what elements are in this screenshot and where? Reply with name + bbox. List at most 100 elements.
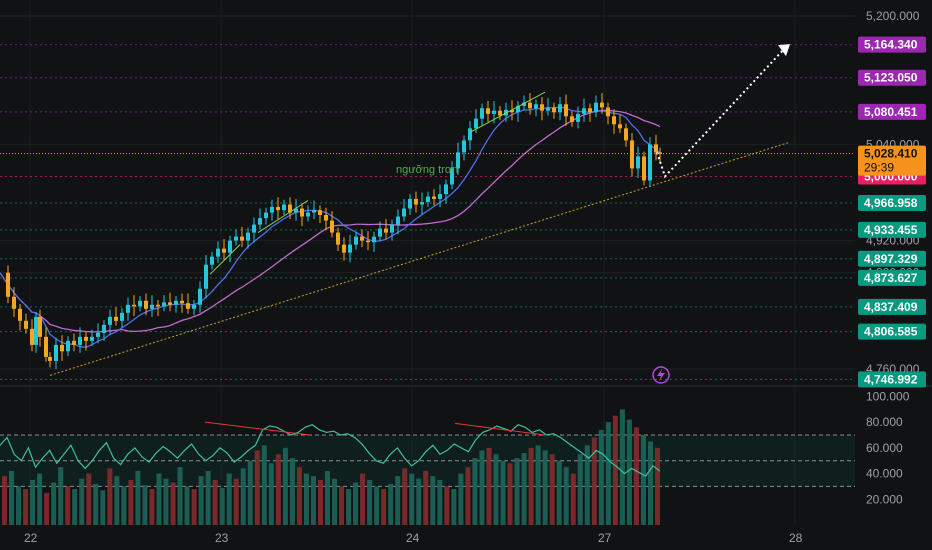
candle-body (510, 109, 514, 113)
volume-bar (514, 458, 520, 525)
support-trendline (49, 142, 789, 376)
volume-bar (402, 468, 408, 525)
candle-body (402, 208, 406, 217)
volume-bar (121, 486, 127, 525)
candle-body (210, 256, 214, 265)
candle-body (168, 302, 172, 305)
price-level-badge (858, 36, 926, 53)
candle-body (600, 102, 604, 108)
candle-body (384, 228, 388, 233)
volume-bar (542, 450, 548, 525)
candle-body (72, 340, 76, 345)
volume-bar (367, 480, 373, 525)
price-level-label: 5,123.050 (864, 71, 918, 85)
candle-body (426, 196, 430, 203)
candle-body (60, 344, 64, 352)
volume-bar (184, 486, 190, 525)
volume-bar (374, 486, 380, 525)
candle-body (126, 304, 130, 313)
candle-body (34, 316, 38, 345)
projection-arrow-line (656, 47, 786, 179)
volume-bar (472, 458, 478, 525)
candle-body (396, 216, 400, 225)
volume-bar (65, 486, 71, 525)
candle-body (108, 316, 112, 325)
price-level-badge (858, 69, 926, 86)
candle-body (528, 102, 532, 109)
candle-body (342, 244, 346, 253)
candle-body (414, 198, 418, 205)
candle-body (114, 316, 118, 321)
volume-bar (598, 429, 604, 525)
candle-body (606, 107, 610, 117)
volume-bar (444, 486, 450, 525)
candle-body (624, 128, 628, 141)
candle-body (204, 264, 208, 289)
volume-bar (23, 489, 29, 525)
candle-body (516, 105, 520, 113)
volume-bar (633, 427, 639, 525)
volume-bar (128, 480, 134, 525)
volume-bar (86, 473, 92, 525)
price-level-label: 4,897.329 (864, 252, 918, 266)
candle-body (84, 336, 88, 341)
volume-bar (51, 482, 57, 525)
candle-body (450, 168, 454, 185)
candle-body (6, 272, 10, 297)
candle-body (150, 304, 154, 309)
candle-body (486, 108, 490, 114)
x-tick-label: 22 (24, 531, 38, 545)
candle-body (216, 248, 220, 257)
volume-bar (268, 463, 274, 525)
bearish-divergence-line (454, 422, 546, 436)
volume-bar (591, 437, 597, 525)
volume-bar (465, 467, 471, 525)
candle-body (432, 196, 436, 199)
volume-bar (549, 454, 555, 525)
volume-bar (226, 473, 232, 525)
candle-body (54, 344, 58, 361)
volume-bar (500, 460, 506, 525)
candle-body (174, 300, 178, 305)
volume-bar (198, 476, 204, 525)
candle-body (420, 202, 424, 205)
candle-body (78, 336, 82, 345)
volume-bar (2, 476, 8, 525)
volume-bar (423, 471, 429, 525)
volume-bar (556, 460, 562, 525)
candle-body (588, 108, 592, 113)
candle-body (306, 212, 310, 217)
candle-body (276, 206, 280, 211)
price-level-badge (858, 250, 926, 267)
candle-body (378, 228, 382, 237)
volume-bar (654, 447, 660, 525)
volume-bar (72, 489, 78, 525)
volume-bar (135, 471, 141, 525)
candle-body (66, 340, 70, 352)
x-tick-label: 27 (598, 531, 612, 545)
bullish-marker-line (257, 200, 309, 234)
volume-bar (233, 478, 239, 525)
volume-bar (570, 473, 576, 525)
volume-bar (317, 480, 323, 525)
candle-body (558, 104, 562, 113)
threshold-annotation: ngưỡng trơn (396, 164, 458, 176)
candle-body (12, 296, 16, 309)
candle-body (462, 140, 466, 153)
volume-bar (37, 473, 43, 525)
lightning-icon[interactable] (652, 366, 670, 384)
volume-bar (282, 447, 288, 525)
volume-bar (303, 473, 309, 525)
oscillator-line (0, 424, 661, 477)
price-level-badge (858, 298, 926, 315)
candle-body (222, 248, 226, 253)
volume-bar (353, 482, 359, 525)
candle-body (38, 316, 42, 337)
volume-bar (163, 478, 169, 525)
y-tick-label: 5,200.000 (866, 9, 920, 23)
candle-body (234, 236, 238, 241)
oscillator-tick-label: 40.000 (866, 467, 903, 481)
candle-body (282, 204, 286, 211)
candle-body (630, 140, 634, 169)
volume-bar (30, 480, 36, 525)
